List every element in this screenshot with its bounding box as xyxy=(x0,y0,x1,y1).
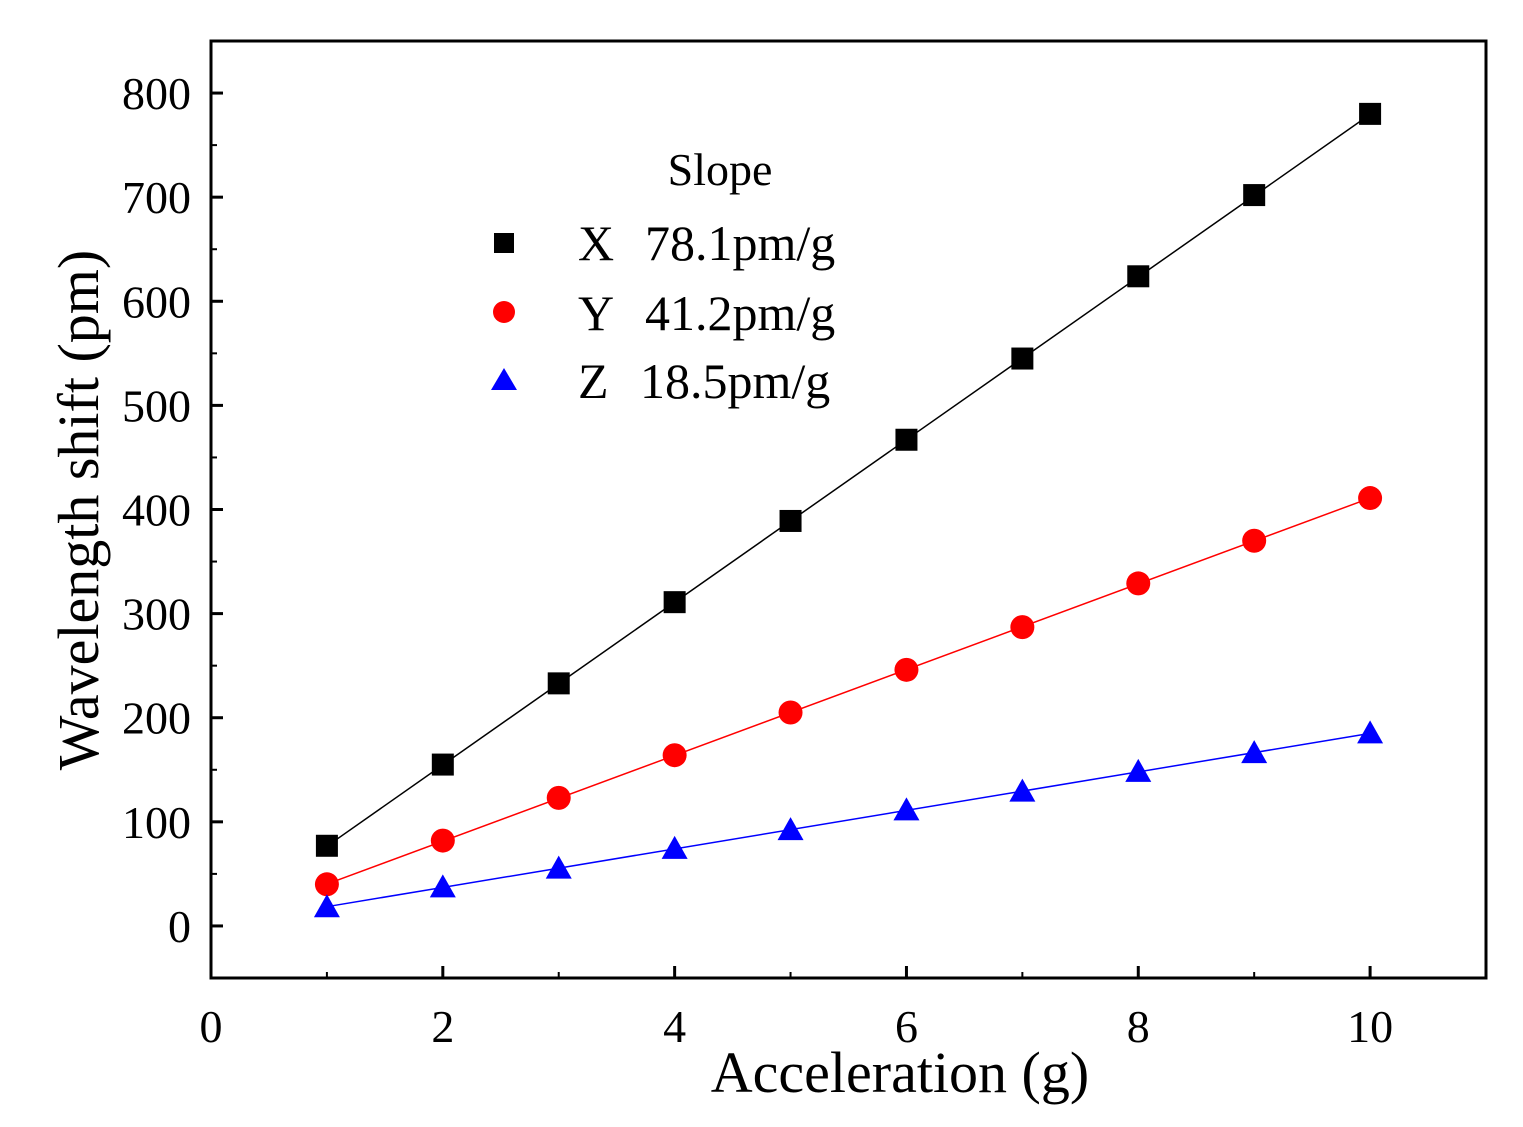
point-y xyxy=(778,700,803,725)
point-z xyxy=(661,835,688,859)
point-x xyxy=(547,672,570,695)
point-y xyxy=(1358,486,1383,511)
point-y xyxy=(1242,528,1267,553)
y-tick-label: 700 xyxy=(122,172,191,223)
point-y xyxy=(546,785,571,810)
y-tick-label: 100 xyxy=(122,797,191,848)
plot-frame xyxy=(209,39,1488,980)
legend-title: Slope xyxy=(668,144,773,195)
legend-axis-y: Y xyxy=(578,285,614,341)
point-y xyxy=(1126,571,1151,596)
data-markers xyxy=(313,102,1384,918)
y-tick-label: 300 xyxy=(122,589,191,640)
legend-marker-z xyxy=(491,368,517,390)
y-tick-label: 400 xyxy=(122,485,191,536)
y-tick-label: 800 xyxy=(122,68,191,119)
point-x xyxy=(895,428,918,451)
fit-lines xyxy=(326,113,1371,908)
x-tick-label: 10 xyxy=(1347,1001,1393,1052)
point-x xyxy=(1011,347,1034,370)
fit-line-z xyxy=(326,732,1371,908)
point-z xyxy=(545,855,572,879)
y-tick-label: 600 xyxy=(122,276,191,327)
y-tick-label: 0 xyxy=(168,901,191,952)
y-tick-label: 200 xyxy=(122,693,191,744)
fit-line-x xyxy=(326,113,1371,847)
legend-slope-y: 41.2pm/g xyxy=(645,285,835,341)
x-tick-label: 6 xyxy=(895,1001,918,1052)
x-axis-title: Acceleration (g) xyxy=(711,1040,1089,1105)
point-z xyxy=(313,894,340,918)
point-x xyxy=(431,753,454,776)
point-z xyxy=(777,817,804,841)
point-y xyxy=(662,743,687,768)
point-z xyxy=(1357,720,1384,744)
y-axis-title: Wavelength shift (pm) xyxy=(46,250,111,770)
x-tick-label: 0 xyxy=(200,1001,223,1052)
y-tick-label: 500 xyxy=(122,380,191,431)
point-x xyxy=(1127,265,1150,288)
point-z xyxy=(893,797,920,821)
point-z xyxy=(429,874,456,898)
point-y xyxy=(1010,615,1035,640)
legend-axis-z: Z xyxy=(578,353,609,409)
legend-marker-x xyxy=(494,233,514,253)
legend-slope-x: 78.1pm/g xyxy=(645,215,835,271)
point-z xyxy=(1125,758,1152,782)
point-y xyxy=(894,657,919,682)
legend-axis-x: X xyxy=(578,215,614,271)
point-y xyxy=(314,872,339,897)
x-tick-label: 8 xyxy=(1127,1001,1150,1052)
point-x xyxy=(1359,102,1382,125)
x-tick-label: 2 xyxy=(431,1001,454,1052)
point-z xyxy=(1009,778,1036,802)
fit-line-y xyxy=(326,497,1371,885)
legend-marker-y xyxy=(493,301,515,323)
point-z xyxy=(1241,740,1268,764)
point-x xyxy=(663,591,686,614)
point-x xyxy=(779,509,802,532)
x-tick-label: 4 xyxy=(663,1001,686,1052)
point-x xyxy=(1243,184,1266,207)
legend: Slope X 78.1pm/g Y 41.2pm/g Z 18.5pm/g xyxy=(491,144,835,409)
point-x xyxy=(315,834,338,857)
point-y xyxy=(430,828,455,853)
legend-slope-z: 18.5pm/g xyxy=(640,353,830,409)
